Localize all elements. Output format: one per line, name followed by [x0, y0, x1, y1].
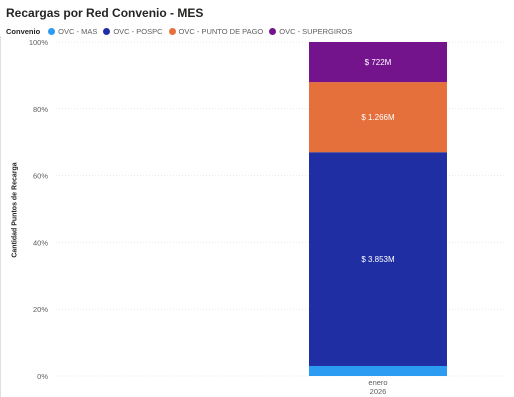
legend-item-ovc-punto-de-pago[interactable]: OVC - PUNTO DE PAGO	[168, 26, 264, 36]
legend-item-ovc-pospc[interactable]: OVC - POSPC	[103, 26, 163, 36]
bar-segment-ovc-punto-de-pago	[309, 82, 447, 153]
legend-label-ovc-pospc: OVC - POSPC	[113, 26, 163, 36]
legend-title: Convenio	[6, 26, 41, 36]
x-tick-label-1: 2026	[370, 387, 387, 396]
y-tick-label-100pct: 100%	[29, 38, 49, 47]
legend-dot-ovc-punto-de-pago	[168, 27, 176, 35]
legend-label-ovc-supergiros: OVC - SUPERGIROS	[279, 26, 353, 36]
legend-dot-ovc-mas	[48, 27, 56, 35]
legend-label-ovc-mas: OVC - MAS	[58, 26, 98, 36]
legend-item-ovc-mas[interactable]: OVC - MAS	[48, 27, 97, 36]
data-label-ovc-supergiros: $ 722M	[365, 58, 392, 67]
legend: Convenio OVC - MAS OVC - POSPC OVC - PUN…	[6, 25, 352, 37]
y-tick-label-60pct: 60%	[33, 172, 48, 181]
left-border	[0, 36, 1, 397]
chart-title: Recargas por Red Convenio - MES	[6, 6, 204, 20]
legend-dot-ovc-pospc	[103, 27, 111, 35]
y-tick-label-20pct: 20%	[33, 305, 48, 314]
y-tick-label-80pct: 80%	[33, 105, 48, 114]
data-label-ovc-pospc: $ 3.853M	[361, 255, 395, 264]
y-tick-label-40pct: 40%	[33, 238, 48, 247]
y-tick-label-0pct: 0%	[37, 372, 48, 381]
data-label-ovc-punto-de-pago: $ 1.266M	[361, 113, 395, 122]
legend-dot-ovc-supergiros	[269, 27, 277, 35]
bar-segment-ovc-pospc	[309, 152, 447, 366]
x-tick-label-0: enero	[368, 378, 387, 387]
bar-segment-ovc-supergiros	[309, 42, 447, 83]
legend-label-ovc-punto-de-pago: OVC - PUNTO DE PAGO	[178, 26, 264, 36]
bar-segment-ovc-mas	[309, 365, 447, 376]
legend-item-ovc-supergiros[interactable]: OVC - SUPERGIROS	[269, 27, 352, 36]
